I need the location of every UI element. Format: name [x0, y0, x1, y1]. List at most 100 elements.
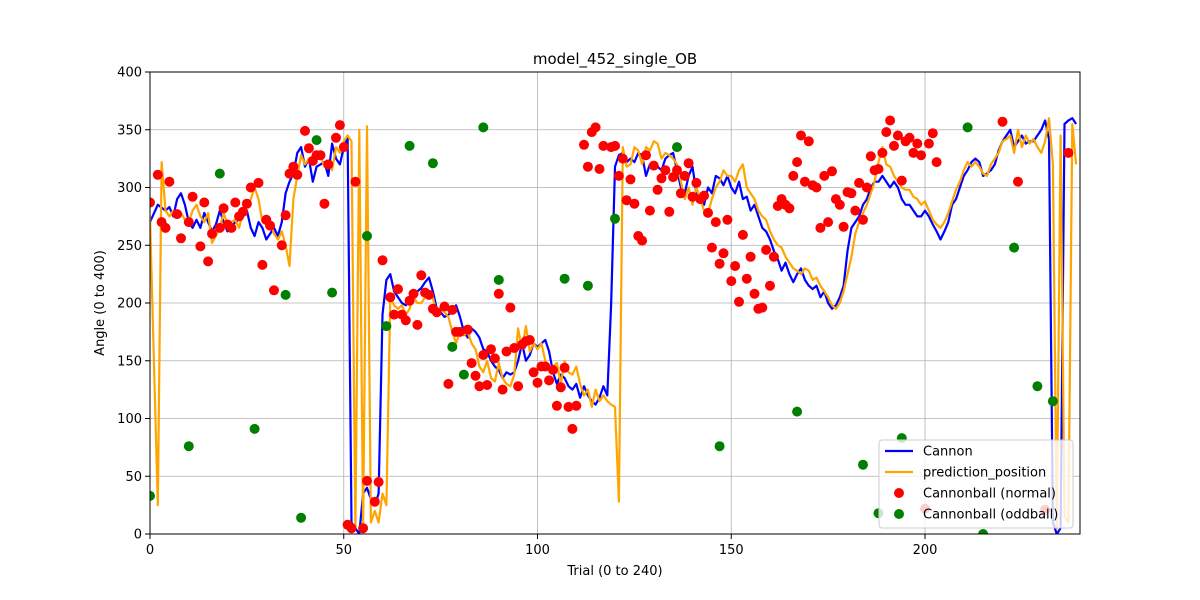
scatter-point	[164, 176, 175, 187]
scatter-point	[768, 251, 779, 262]
scatter-point	[226, 222, 237, 233]
scatter-point	[493, 288, 504, 299]
series-line	[150, 117, 1078, 530]
scatter-point	[734, 296, 744, 307]
scatter-point	[679, 170, 690, 181]
scatter-point	[706, 242, 717, 253]
scatter-point	[563, 401, 574, 412]
scatter-point	[389, 309, 400, 320]
scatter-point	[412, 319, 423, 330]
scatter-point	[1032, 381, 1043, 392]
scatter-point	[443, 378, 454, 389]
scatter-point	[796, 130, 806, 141]
scatter-point	[187, 191, 198, 202]
x-tick-label: 100	[525, 543, 550, 558]
scatter-point	[656, 173, 667, 184]
scatter-point	[176, 233, 186, 244]
scatter-point	[621, 195, 632, 206]
scatter-point	[625, 174, 636, 185]
scatter-point	[249, 423, 260, 434]
scatter-point	[741, 273, 752, 284]
scatter-point	[346, 523, 357, 534]
scatter-point	[691, 177, 702, 188]
scatter-point	[997, 116, 1008, 127]
scatter-point	[652, 184, 663, 195]
scatter-point	[466, 358, 477, 369]
legend-box	[878, 439, 1074, 529]
scatter-point	[865, 151, 876, 162]
scatter-point	[962, 122, 973, 133]
scatter-point	[369, 496, 380, 507]
scatter-point	[555, 382, 566, 393]
scatter-point	[393, 284, 403, 295]
scatter-point	[610, 140, 620, 151]
scatter-point	[532, 377, 543, 388]
scatter-point	[582, 280, 593, 291]
scatter-point	[172, 209, 183, 220]
scatter-point	[916, 150, 927, 161]
scatter-point	[528, 367, 539, 378]
scatter-point	[207, 228, 217, 239]
scatter-point	[478, 122, 489, 133]
scatter-point	[908, 147, 919, 158]
scatter-point	[765, 280, 775, 291]
scatter-point	[373, 477, 384, 487]
scatter-point	[726, 276, 737, 287]
y-tick-label: 200	[117, 297, 142, 312]
scatter-point	[280, 289, 291, 300]
scatter-point	[745, 251, 756, 262]
legend-label: Cannonball (normal)	[923, 487, 1056, 502]
scatter-point	[885, 115, 896, 126]
scatter-point	[881, 127, 892, 138]
scatter-point	[858, 214, 868, 225]
scatter-point	[815, 222, 826, 233]
scatter-point	[761, 244, 772, 255]
scatter-point	[788, 170, 799, 181]
scatter-point	[559, 273, 570, 284]
scatter-point	[338, 142, 349, 153]
legend-label: Cannonball (oddball)	[923, 508, 1058, 523]
scatter-point	[664, 206, 675, 217]
scatter-point	[280, 210, 291, 221]
scatter-point	[613, 170, 624, 181]
scatter-point	[803, 136, 814, 147]
scatter-point	[648, 160, 659, 171]
legend-label: prediction_position	[923, 466, 1046, 481]
scatter-point	[861, 182, 872, 193]
scatter-point	[424, 289, 434, 300]
y-tick-label: 50	[125, 470, 142, 485]
scatter-point	[524, 335, 535, 345]
scatter-point	[590, 122, 601, 133]
scatter-point	[257, 259, 268, 270]
scatter-point	[245, 182, 256, 193]
scatter-point	[334, 120, 345, 131]
scatter-point	[478, 350, 489, 360]
legend: Cannon prediction_position Cannonball (nor…	[878, 439, 1074, 529]
scatter-point	[594, 164, 605, 174]
x-axis-label: Trial (0 to 240)	[566, 564, 662, 579]
scatter-point	[404, 140, 415, 151]
scatter-point	[269, 285, 279, 296]
scatter-point	[497, 384, 508, 395]
scatter-point	[276, 240, 287, 251]
scatter-point	[470, 370, 481, 381]
scatter-point	[358, 523, 369, 534]
scatter-point	[292, 169, 303, 180]
scatter-point	[699, 190, 710, 201]
scatter-point	[455, 326, 465, 337]
y-tick-label: 150	[117, 354, 142, 369]
scatter-point	[377, 255, 388, 266]
scatter-point	[792, 406, 803, 417]
scatter-point	[183, 217, 194, 228]
scatter-point	[218, 203, 229, 214]
scatter-point	[892, 130, 903, 141]
legend-marker-swatch	[894, 509, 904, 519]
scatter-point	[431, 307, 442, 318]
scatter-point	[644, 205, 655, 216]
x-tick-label: 200	[913, 543, 938, 558]
scatter-point	[675, 188, 686, 199]
scatter-point	[214, 222, 225, 233]
scatter-point	[427, 158, 438, 169]
scatter-point	[327, 287, 338, 298]
scatter-point	[408, 288, 419, 299]
